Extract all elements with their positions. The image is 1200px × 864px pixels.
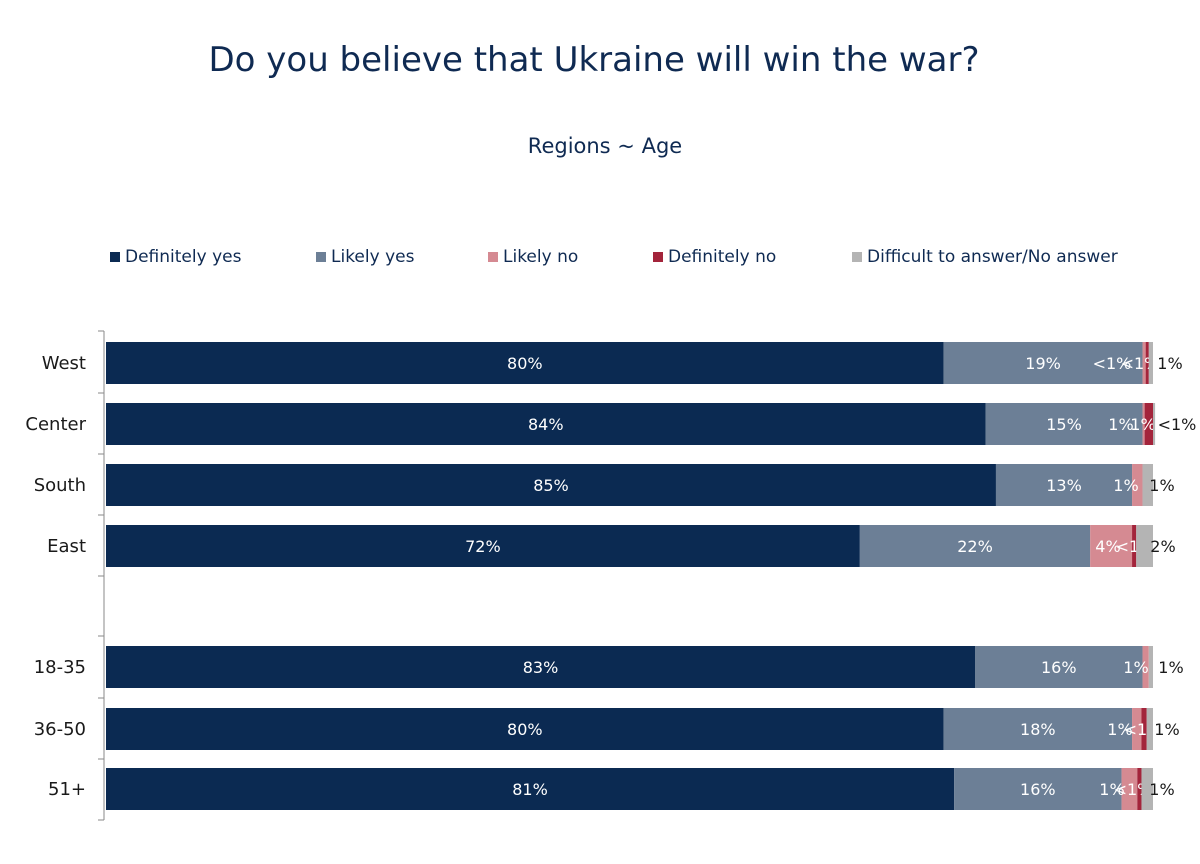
bar-segment-difficult-to-answer-no-answer (1146, 708, 1153, 750)
bar-segment-definitely-yes (106, 525, 860, 567)
bar-segment-difficult-to-answer-no-answer (1142, 464, 1153, 506)
bar-segment-definitely-yes (106, 464, 996, 506)
data-label: 16% (1041, 658, 1077, 677)
data-label: 22% (957, 537, 993, 556)
data-label: 1% (1149, 476, 1174, 495)
bar-segment-difficult-to-answer-no-answer (1148, 342, 1153, 384)
legend-item-likely-yes: Likely yes (316, 247, 414, 267)
data-label: 4% (1095, 537, 1120, 556)
bar-segment-likely-yes (985, 403, 1143, 445)
bar-segment-definitely-yes (106, 646, 976, 688)
bar-segment-likely-yes (859, 525, 1091, 567)
legend-label: Likely no (503, 247, 579, 267)
bar-segment-difficult-to-answer-no-answer (1136, 525, 1153, 567)
legend-swatch-likely-no (488, 252, 498, 262)
legend-item-likely-no: Likely no (488, 247, 578, 267)
bar-segment-likely-no (1132, 464, 1143, 506)
data-label: 85% (533, 476, 569, 495)
bar-segment-likely-no (1132, 708, 1142, 750)
legend-label: Difficult to answer/No answer (867, 247, 1118, 267)
bar-segment-likely-no (1142, 403, 1145, 445)
data-label: 1% (1108, 415, 1133, 434)
legend-item-definitely-yes: Definitely yes (110, 247, 241, 267)
data-label: 1% (1157, 354, 1182, 373)
data-label: 1% (1107, 720, 1132, 739)
bar-segment-definitely-no (1145, 342, 1149, 384)
data-label: 81% (512, 780, 548, 799)
data-label: 1% (1099, 780, 1124, 799)
data-label: 1% (1123, 658, 1148, 677)
bar-segment-definitely-yes (106, 342, 944, 384)
category-label: East (47, 536, 86, 557)
legend-label: Definitely no (668, 247, 777, 267)
legend-swatch-difficult (852, 252, 862, 262)
bar-segment-definitely-yes (106, 768, 955, 810)
bar-segment-difficult-to-answer-no-answer (1141, 768, 1153, 810)
chart-subtitle: Regions ~ Age (527, 134, 683, 158)
bar-segment-likely-no (1121, 768, 1138, 810)
bar-segment-definitely-yes (106, 403, 986, 445)
data-label: 72% (465, 537, 501, 556)
bar-segment-likely-no (1090, 525, 1133, 567)
data-label: 80% (507, 354, 543, 373)
data-label: 1% (1113, 476, 1138, 495)
bar-segment-likely-no (1142, 342, 1146, 384)
chart-title: Do you believe that Ukraine will win the… (208, 40, 980, 80)
bar-segment-likely-no (1142, 646, 1149, 688)
data-label: 83% (523, 658, 559, 677)
data-label: 1% (1149, 780, 1174, 799)
category-label: 36-50 (34, 719, 86, 740)
legend-swatch-definitely-no (653, 252, 663, 262)
data-label: <1% (1093, 354, 1132, 373)
bar-segment-difficult-to-answer-no-answer (1148, 646, 1153, 688)
data-label: 80% (507, 720, 543, 739)
category-label: West (42, 353, 86, 374)
bar-segment-likely-yes (943, 708, 1133, 750)
chart-legend: Definitely yes Likely yes Likely no Defi… (0, 247, 1200, 271)
data-label: 2% (1150, 537, 1175, 556)
legend-item-definitely-no: Definitely no (653, 247, 776, 267)
category-label: 18-35 (34, 657, 86, 678)
bar-segment-definitely-yes (106, 708, 944, 750)
bar-segment-likely-yes (943, 342, 1143, 384)
data-label: 1% (1158, 658, 1183, 677)
legend-swatch-definitely-yes (110, 252, 120, 262)
bar-segment-likely-yes (995, 464, 1133, 506)
legend-swatch-likely-yes (316, 252, 326, 262)
data-label: 1% (1154, 720, 1179, 739)
bar-segment-likely-yes (954, 768, 1122, 810)
bar-segment-likely-yes (975, 646, 1143, 688)
category-label: South (34, 475, 86, 496)
legend-item-difficult: Difficult to answer/No answer (852, 247, 1118, 267)
category-label: Center (25, 414, 86, 435)
data-label: <1% (1158, 415, 1197, 434)
category-label: 51+ (48, 779, 86, 800)
bar-segment-definitely-no (1137, 768, 1142, 810)
data-label: 13% (1046, 476, 1082, 495)
bar-segment-definitely-no (1141, 708, 1147, 750)
data-label: 1% (1130, 415, 1155, 434)
bar-segment-definitely-no (1132, 525, 1137, 567)
data-label: 84% (528, 415, 564, 434)
bar-segment-difficult-to-answer-no-answer (1153, 403, 1156, 445)
data-label: 15% (1046, 415, 1082, 434)
data-label: 19% (1025, 354, 1061, 373)
legend-label: Likely yes (331, 247, 415, 267)
data-label: <1% (1121, 354, 1160, 373)
bar-segment-definitely-no (1144, 403, 1153, 445)
legend-label: Definitely yes (125, 247, 242, 267)
data-label: 18% (1020, 720, 1056, 739)
data-label: 16% (1020, 780, 1056, 799)
